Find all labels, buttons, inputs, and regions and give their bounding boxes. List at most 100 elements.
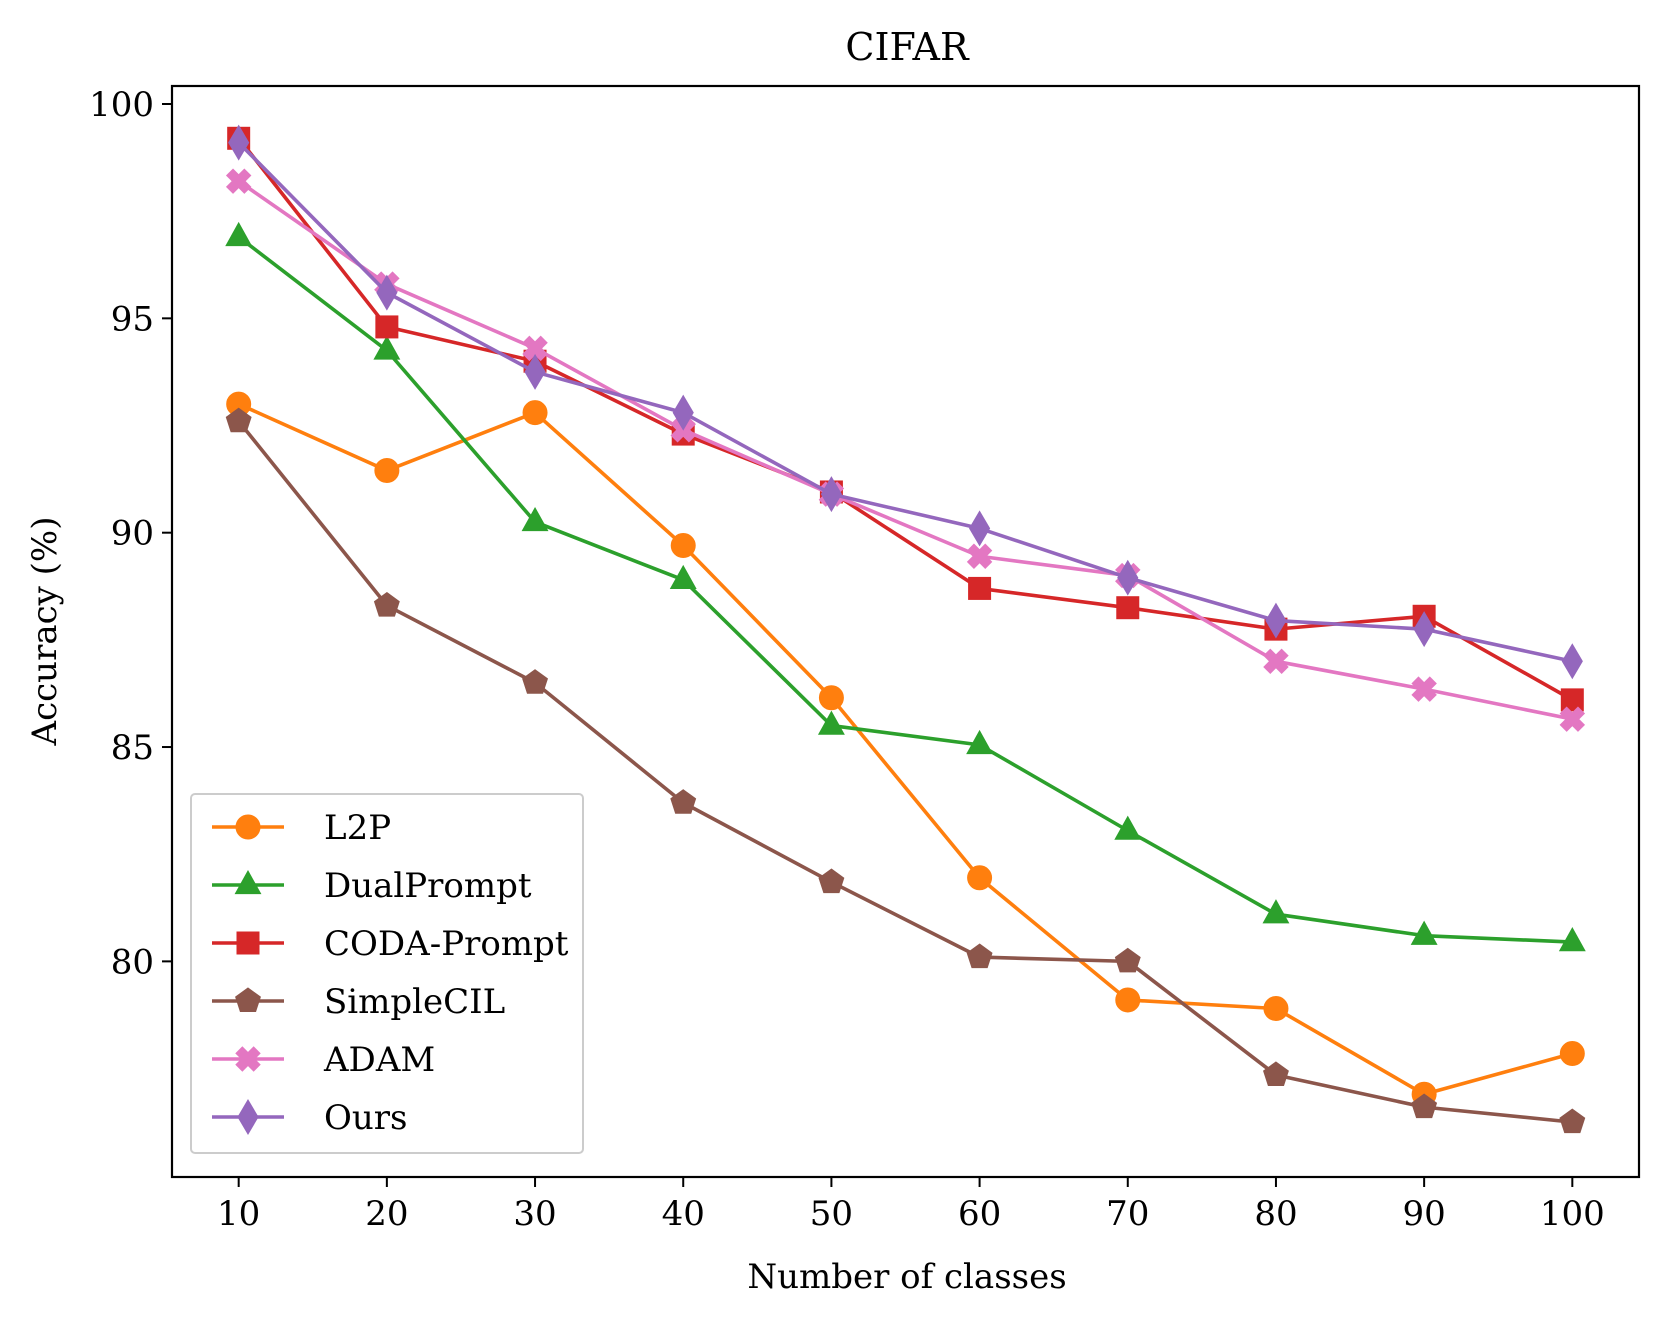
data-point xyxy=(522,335,548,362)
data-point xyxy=(1263,648,1289,675)
data-point-bar xyxy=(1559,706,1586,732)
y-tick-label: 85 xyxy=(111,728,154,768)
series-line xyxy=(237,420,1573,1124)
data-point xyxy=(1263,996,1289,1022)
legend: L2P DualPrompt CODA-Prompt SimpleCIL ADAM Our… xyxy=(190,793,584,1154)
data-point xyxy=(225,168,252,194)
data-point xyxy=(522,400,548,426)
series-coda-prompt xyxy=(227,126,1584,712)
data-point xyxy=(374,458,400,484)
series-simplecil xyxy=(225,407,1586,1134)
data-point xyxy=(1262,899,1290,924)
series-line xyxy=(237,179,1573,721)
data-point-bar xyxy=(225,168,252,194)
data-point xyxy=(672,394,694,431)
data-point xyxy=(1559,1108,1586,1134)
series-line xyxy=(237,141,1573,664)
data-point xyxy=(1560,688,1584,712)
legend-item: ADAM xyxy=(212,1040,435,1080)
series-l2p xyxy=(226,391,1585,1107)
data-point xyxy=(1114,947,1141,973)
legend-swatch-marker xyxy=(235,987,261,1013)
y-tick-label: 95 xyxy=(111,299,154,339)
legend-item: CODA-Prompt xyxy=(212,924,569,964)
x-tick-label: 10 xyxy=(217,1194,260,1234)
legend-frame xyxy=(190,793,584,1154)
series-line xyxy=(237,137,1574,702)
data-point xyxy=(968,576,992,600)
data-point xyxy=(966,543,993,569)
data-point xyxy=(225,221,253,247)
data-point xyxy=(1411,676,1437,702)
legend-swatch-marker xyxy=(234,869,262,895)
x-axis: 10 20 30 40 50 60 70 80 90 100 xyxy=(217,1177,1605,1234)
data-point xyxy=(1114,815,1142,840)
data-point xyxy=(670,789,697,814)
data-point xyxy=(522,669,548,694)
data-point xyxy=(966,729,994,755)
plot-area-frame xyxy=(170,84,1641,1179)
legend-label: DualPrompt xyxy=(324,866,532,906)
data-point xyxy=(1263,1061,1289,1086)
x-tick-label: 70 xyxy=(1106,1194,1149,1234)
data-point xyxy=(1411,1093,1438,1119)
y-tick-label: 80 xyxy=(111,942,154,982)
legend-label: ADAM xyxy=(323,1040,435,1080)
y-tick-label: 90 xyxy=(111,514,154,554)
data-point xyxy=(375,315,399,339)
data-point xyxy=(373,591,400,617)
x-tick-label: 80 xyxy=(1254,1194,1297,1234)
data-point xyxy=(967,865,993,891)
data-point xyxy=(1410,920,1438,945)
data-point xyxy=(1115,987,1141,1013)
x-tick-label: 20 xyxy=(365,1194,408,1234)
data-point xyxy=(669,564,697,590)
data-point xyxy=(1413,611,1435,648)
x-tick-label: 60 xyxy=(958,1194,1001,1234)
data-point xyxy=(228,124,250,161)
legend-label: SimpleCIL xyxy=(324,982,505,1022)
series-dualprompt xyxy=(225,221,1586,952)
data-point xyxy=(670,533,696,559)
legend-swatch-marker xyxy=(237,1099,259,1135)
data-point xyxy=(521,506,549,532)
legend-label: L2P xyxy=(324,808,391,848)
y-tick-label: 100 xyxy=(89,85,154,125)
x-tick-label: 40 xyxy=(662,1194,705,1234)
data-point xyxy=(1559,1041,1585,1067)
legend-label: Ours xyxy=(324,1098,407,1138)
data-point xyxy=(966,943,993,969)
series-layer xyxy=(225,124,1586,1134)
legend-item: L2P xyxy=(212,808,391,848)
x-tick-label: 50 xyxy=(810,1194,853,1234)
data-point xyxy=(969,510,991,547)
legend-label: CODA-Prompt xyxy=(324,924,569,964)
data-point xyxy=(1561,643,1583,680)
legend-swatch-marker xyxy=(235,1046,261,1072)
x-tick-label: 30 xyxy=(513,1194,556,1234)
x-tick-label: 100 xyxy=(1540,1194,1605,1234)
legend-swatch-marker-bar xyxy=(235,1046,261,1072)
legend-item: DualPrompt xyxy=(212,866,532,906)
data-point-bar xyxy=(1263,648,1289,675)
y-axis-label: Accuracy (%) xyxy=(25,517,65,747)
data-point xyxy=(373,335,401,360)
data-point xyxy=(376,274,398,311)
series-line xyxy=(237,235,1573,944)
data-point xyxy=(817,710,845,735)
chart-title: CIFAR xyxy=(845,25,970,69)
legend-item: Ours xyxy=(212,1098,407,1138)
legend-swatch-marker xyxy=(235,814,261,840)
series-ours xyxy=(228,124,1583,680)
legend-swatch-marker xyxy=(236,931,260,955)
data-point xyxy=(818,868,845,894)
y-axis: 80 85 90 95 100 xyxy=(89,85,172,982)
data-point-bar xyxy=(1411,676,1437,702)
data-point xyxy=(524,353,546,390)
series-adam xyxy=(225,168,1586,732)
data-point xyxy=(225,407,252,433)
x-axis-label: Number of classes xyxy=(747,1257,1066,1297)
data-point xyxy=(1117,559,1139,596)
